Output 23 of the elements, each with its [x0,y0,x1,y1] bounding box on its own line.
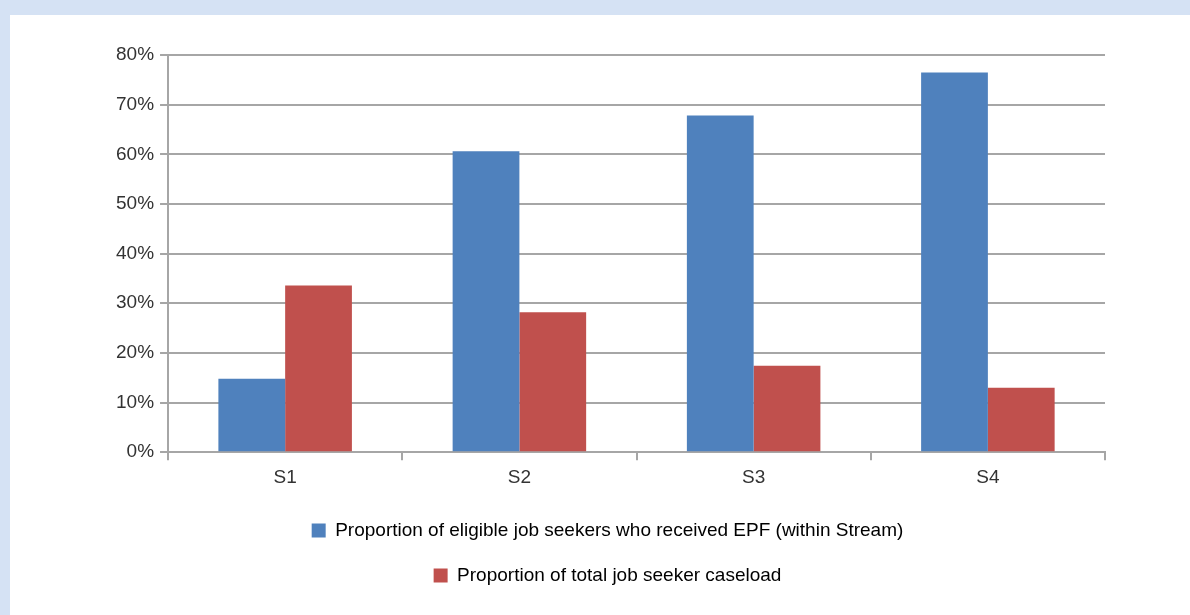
legend-label: Proportion of total job seeker caseload [457,563,782,585]
x-tick-label: S1 [273,465,297,487]
legend-label: Proportion of eligible job seekers who received EPF (within Stream) [335,518,904,540]
bar [921,72,988,452]
y-tick-label: 10% [116,390,155,412]
bar [686,115,754,452]
y-tick-label: 60% [116,142,155,164]
x-tick-label: S3 [742,465,766,487]
bar [519,312,587,452]
x-tick-label: S4 [976,465,1000,487]
bar [987,387,1055,452]
y-tick-label: 40% [116,241,155,263]
y-tick-label: 20% [116,341,155,363]
bar [218,378,286,452]
y-tick-label: 30% [116,291,155,313]
bar [753,365,821,452]
y-tick-label: 50% [116,192,155,214]
x-tick-label: S2 [507,465,532,487]
y-tick-label: 70% [116,92,155,114]
y-tick-label: 0% [126,440,155,462]
bar [452,151,520,452]
y-tick-label: 80% [116,43,155,65]
bar [285,285,352,452]
